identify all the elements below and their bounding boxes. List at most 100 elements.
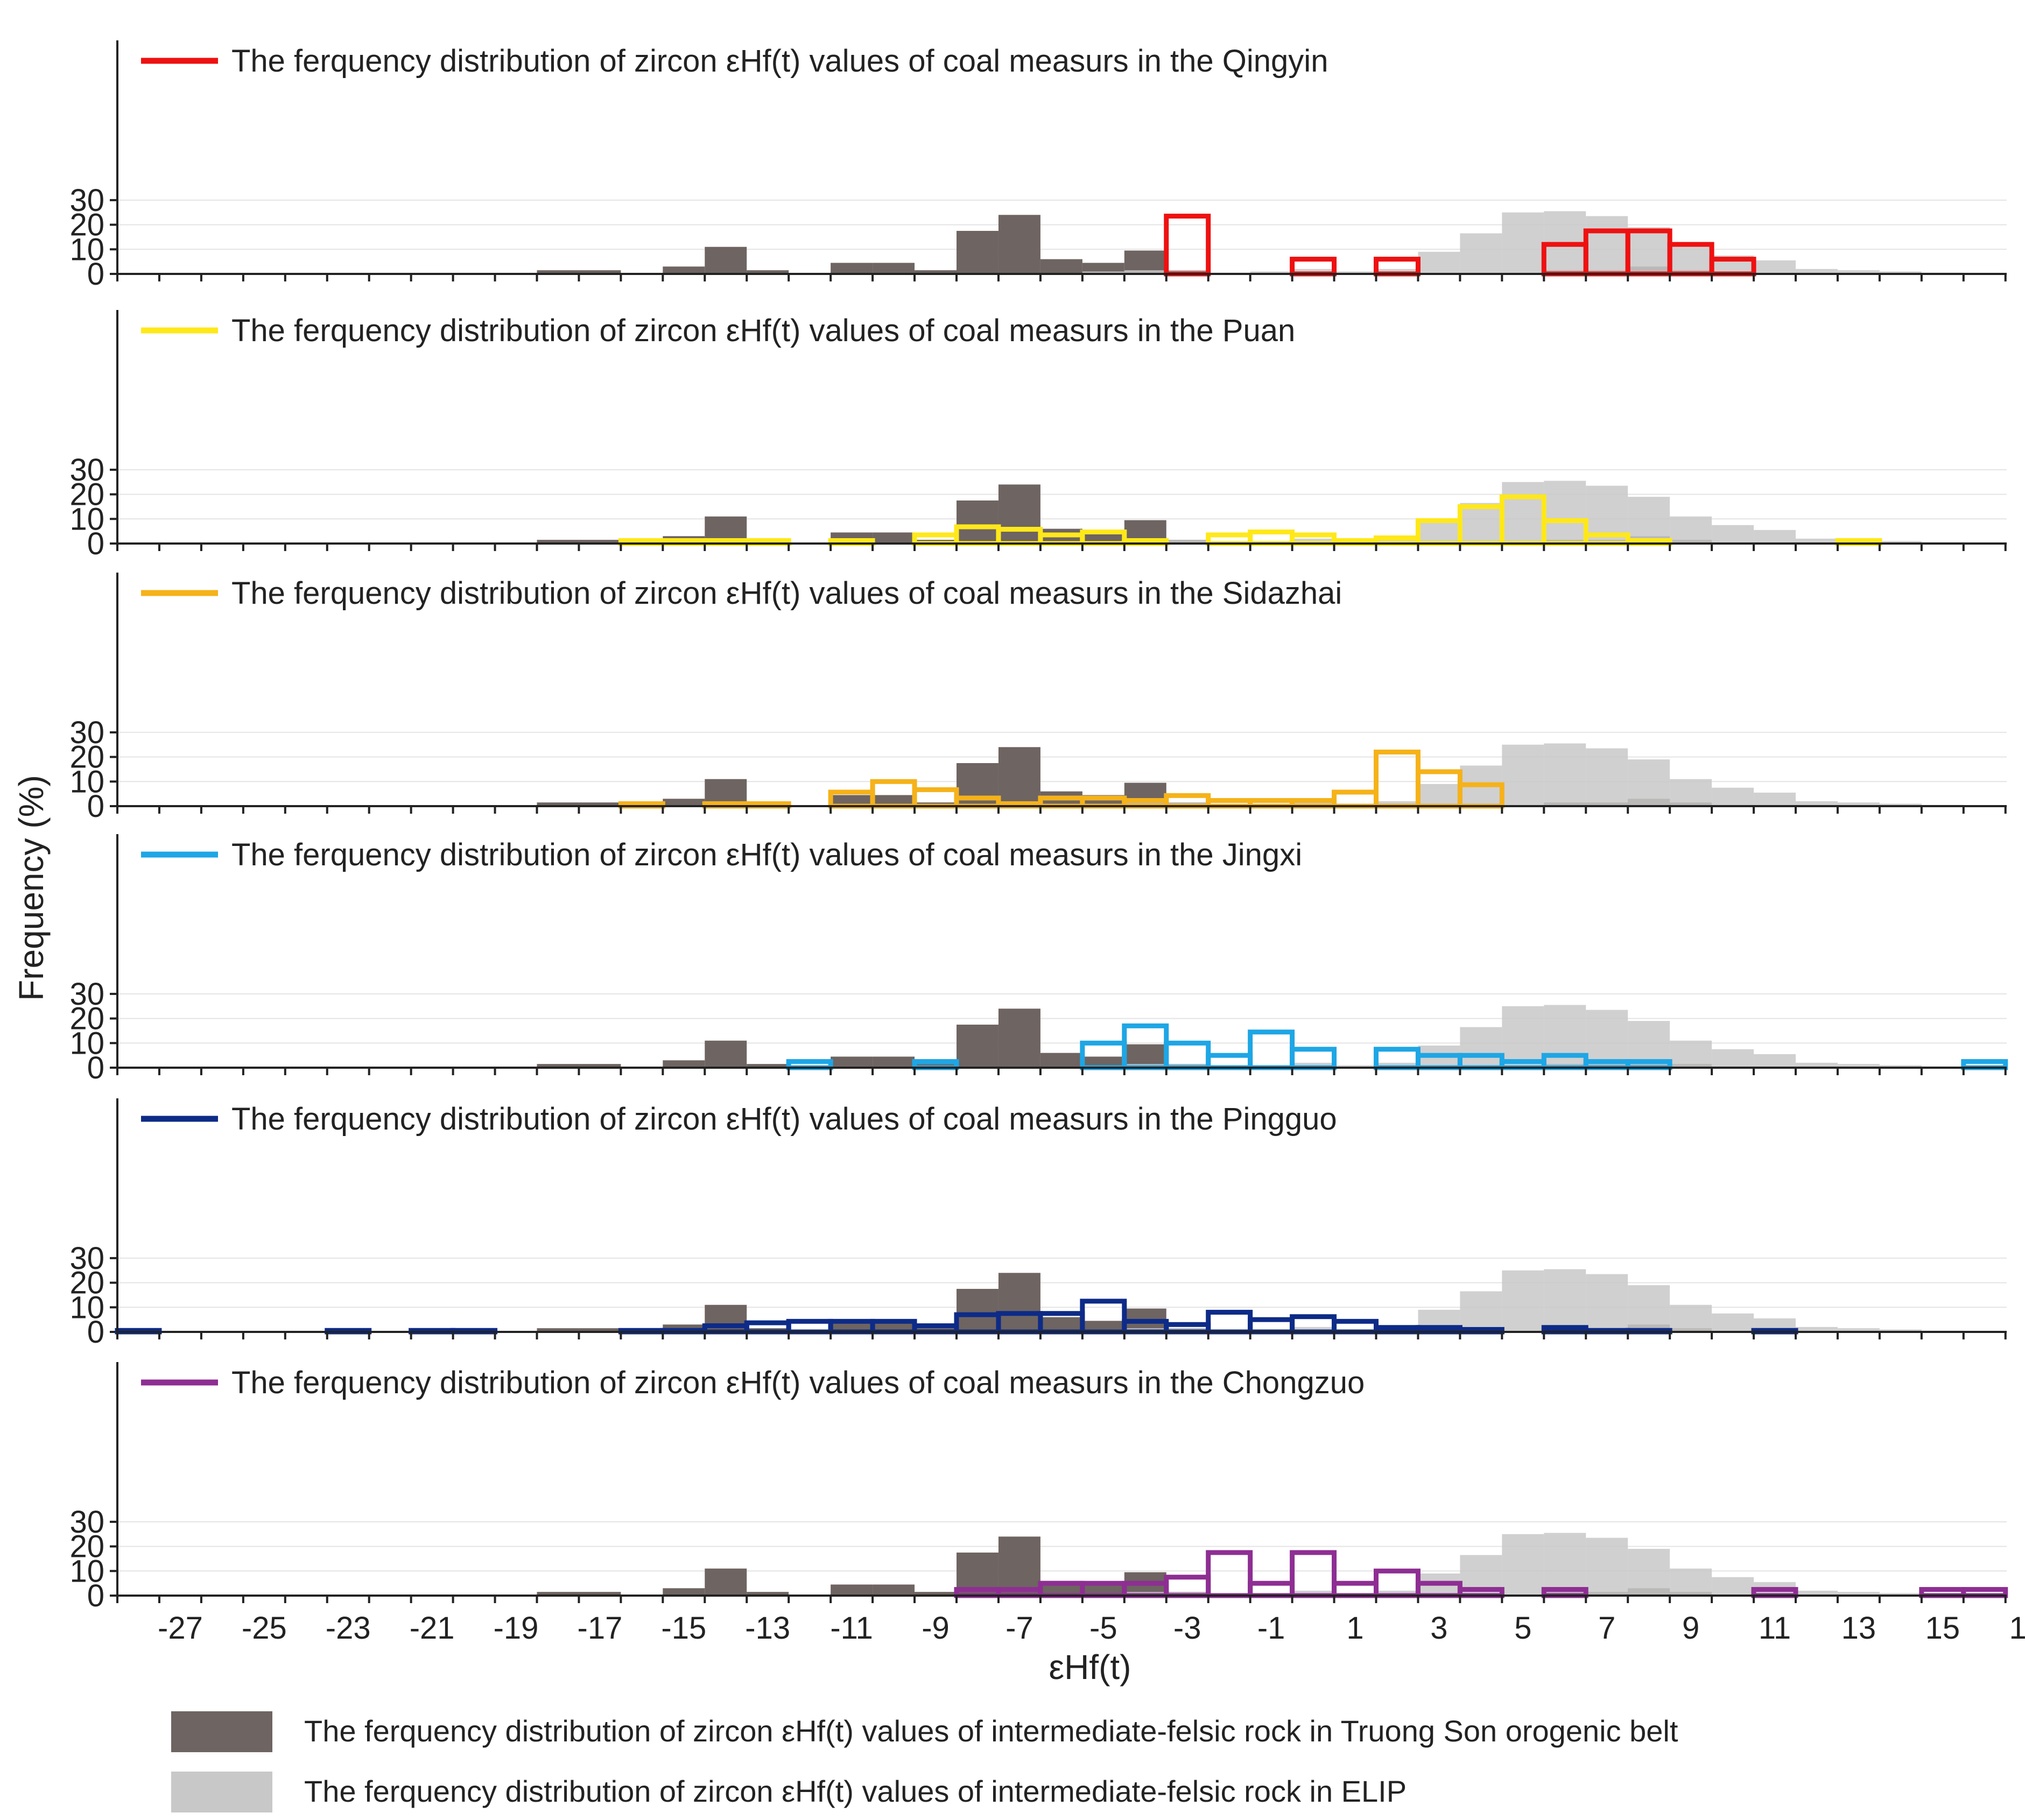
bar-elip [1712,787,1754,806]
bar-truong-son [1124,1044,1166,1068]
y-tick-label: 20 [69,740,104,775]
x-tick-label: -25 [242,1611,287,1646]
y-tick-label: 30 [69,1241,104,1276]
bar-elip [1292,1327,1334,1332]
x-tick-label: 15 [1925,1611,1960,1646]
y-tick-label: 30 [69,453,104,488]
bar-truong-son [663,799,705,806]
bar-truong-son [957,1025,999,1068]
x-tick-label: -23 [326,1611,371,1646]
bar-truong-son [915,270,957,274]
y-tick-label: 20 [69,1001,104,1036]
bar-elip [1712,1577,1754,1596]
bar-elip [1837,270,1880,274]
bar-elip [1837,802,1880,806]
bar-elip [1544,1533,1586,1596]
bar-truong-son [998,1536,1040,1596]
bar-elip [1544,481,1586,544]
bar-truong-son [831,795,873,806]
bar-truong-son [873,1056,915,1068]
bar-outline-puan [1248,530,1295,546]
bar-truong-son [579,540,621,544]
y-tick-label: 0 [87,1050,104,1085]
bar-elip [1586,1537,1628,1596]
bar-elip [1376,801,1418,806]
bar-truong-son [579,1064,621,1068]
bar-outline-sidazhai [1164,793,1211,809]
bar-elip [1082,271,1124,274]
bar-truong-son [705,1040,747,1068]
bar-elip [1670,779,1712,806]
bar-truong-son [1040,259,1082,274]
bar-truong-son [663,1060,705,1068]
bar-truong-son [873,263,915,274]
bar-elip [1670,1568,1712,1596]
bar-elip [1292,1590,1334,1596]
bar-elip [1837,1064,1880,1068]
bar-elip [1628,227,1670,274]
bar-truong-son [747,270,789,274]
x-tick-label: 9 [1682,1611,1699,1646]
x-tick-label: -21 [410,1611,455,1646]
bar-elip [1460,1027,1502,1068]
bar-truong-son [705,1568,747,1596]
bar-truong-son [998,215,1040,274]
bar-truong-son [537,270,579,274]
bar-truong-son [1040,1317,1082,1332]
bar-outline-pingguo [1206,1309,1253,1335]
bar-elip [1502,1534,1544,1596]
bar-outline-pingguo [1290,1314,1337,1335]
x-tick-label: 13 [1841,1611,1876,1646]
bar-elip [1670,1040,1712,1068]
bar-elip [1292,1062,1334,1068]
legend-label-sidazhai: The ferquency distribution of zircon εHf… [231,576,1342,611]
x-tick-label: -11 [830,1611,873,1646]
y-tick-label: 0 [87,1315,104,1350]
y-tick-label: 20 [69,1266,104,1301]
bar-elip [1796,1590,1838,1596]
bar-elip [1166,540,1208,544]
bar-elip [1124,270,1166,274]
x-tick-label: -27 [158,1611,203,1646]
legend-label-pingguo: The ferquency distribution of zircon εHf… [231,1102,1337,1137]
bar-elip [1879,803,1922,806]
bar-elip [1754,1054,1796,1068]
bar-truong-son [579,1592,621,1596]
bar-elip [1628,1285,1670,1332]
x-axis-label: εHf(t) [1049,1648,1131,1687]
bar-outline-qingyin [1290,257,1337,277]
bar-elip [1544,1005,1586,1068]
bar-truong-son [579,270,621,274]
y-tick-label: 0 [87,257,104,292]
bar-truong-son [1082,1056,1124,1068]
bar-elip [1460,1291,1502,1332]
bar-truong-son [1082,1584,1124,1596]
bar-elip [1502,1006,1544,1068]
legend-label-elip: The ferquency distribution of zircon εHf… [304,1774,1407,1808]
bar-truong-son [1082,1321,1124,1332]
bar-elip [1754,530,1796,544]
x-axis: -27 -25 -23 -21 -19 -17 -15 -13 -11 -9 -7 -5 -3 -1 1 3 5… [158,1611,2025,1646]
bar-truong-son [579,802,621,806]
x-tick-label: -5 [1089,1611,1117,1646]
bar-elip [1796,269,1838,274]
bar-elip [1334,1065,1376,1068]
bar-truong-son [1124,250,1166,274]
bar-elip [1628,759,1670,806]
bar-elip [1544,743,1586,806]
bar-truong-son [1040,1053,1082,1068]
y-tick-label: 10 [69,232,104,267]
bar-elip [1879,1329,1922,1332]
bottom-legend: The ferquency distribution of zircon εHf… [171,1711,1678,1812]
bar-elip [1586,216,1628,274]
bar-elip [1376,1062,1418,1068]
bar-elip [1502,212,1544,274]
bar-truong-son [579,1328,621,1332]
bar-elip [1376,1590,1418,1596]
x-tick-label: -1 [1257,1611,1285,1646]
bar-truong-son [537,1064,579,1068]
